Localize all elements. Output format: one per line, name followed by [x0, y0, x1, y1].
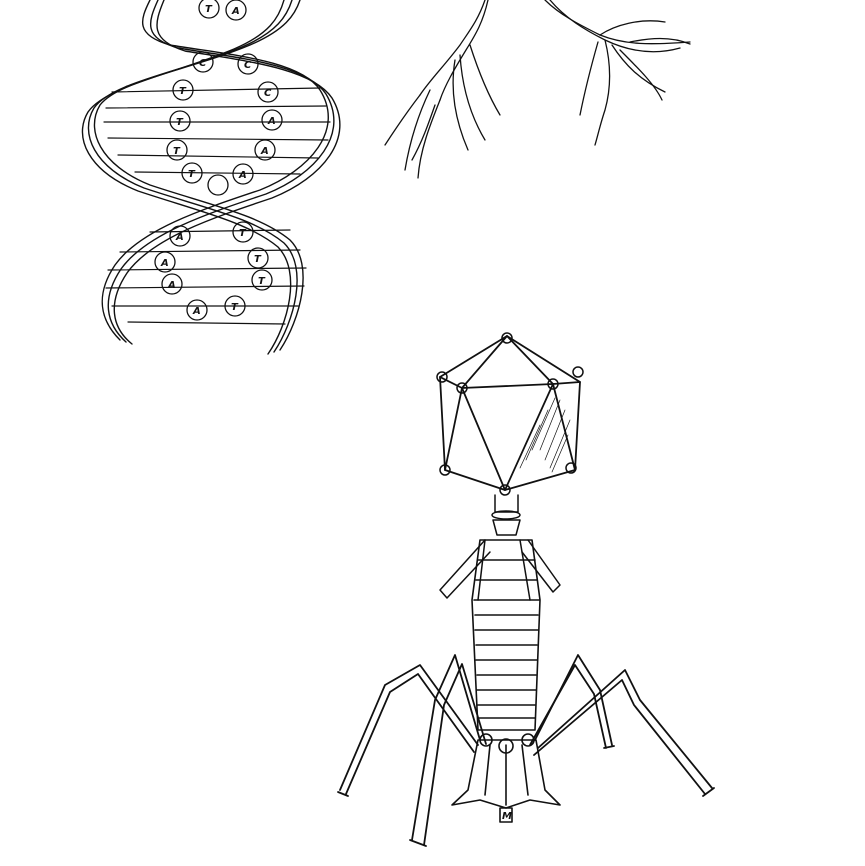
phage-whiskers	[439, 539, 561, 601]
phage-capsid-head	[439, 335, 581, 491]
dna-base-letters: T A C C T C T A T A T A A T A T A T A T	[160, 4, 276, 317]
svg-text:T: T	[231, 302, 239, 313]
dna-base-pair-rungs	[103, 87, 331, 325]
svg-text:A: A	[267, 116, 276, 127]
dna-nucleotides	[154, 0, 283, 321]
bacteriophage: M	[337, 332, 715, 847]
svg-text:T: T	[179, 86, 187, 97]
svg-text:A: A	[260, 146, 269, 157]
phage-vertex-knobs	[436, 332, 584, 496]
neuron-dendrites	[384, 0, 691, 179]
svg-text:A: A	[175, 232, 184, 243]
dna-backbone-strands	[81, 0, 341, 355]
svg-text:A: A	[231, 6, 240, 17]
svg-text:T: T	[239, 228, 247, 239]
svg-text:T: T	[188, 169, 196, 180]
svg-text:A: A	[192, 306, 201, 317]
svg-text:A: A	[167, 280, 176, 291]
svg-text:C: C	[199, 58, 207, 69]
svg-text:T: T	[173, 146, 181, 157]
svg-text:T: T	[258, 276, 266, 287]
svg-text:C: C	[244, 60, 252, 71]
svg-text:A: A	[160, 258, 169, 269]
svg-text:T: T	[205, 4, 213, 15]
phage-tail-fibers	[337, 654, 715, 847]
phage-baseplate-label: M	[502, 811, 512, 822]
phage-baseplate	[451, 733, 561, 823]
svg-text:C: C	[264, 88, 272, 99]
phage-collar	[491, 494, 521, 536]
dna-double-helix: T A C C T C T A T A T A A T A T A T A T	[81, 0, 341, 355]
phage-capsid-shading	[519, 397, 571, 473]
svg-text:T: T	[176, 117, 184, 128]
phage-tail-sheath	[471, 539, 541, 731]
svg-text:T: T	[254, 254, 262, 265]
svg-text:A: A	[238, 170, 247, 181]
